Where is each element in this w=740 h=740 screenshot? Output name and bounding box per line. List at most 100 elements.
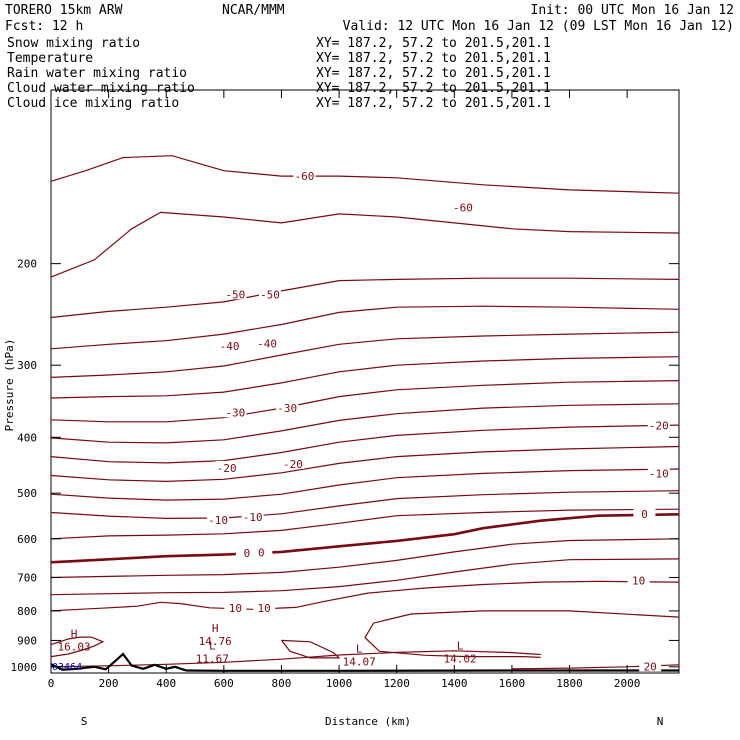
isotherm-line (50, 424, 680, 464)
x-end-right: N (657, 715, 664, 728)
isotherm-line (50, 380, 680, 423)
x-tick-label: 800 (272, 677, 292, 690)
extremum-kind: L (209, 640, 216, 653)
contour-label-bg (633, 506, 656, 519)
contour-label-bg (281, 456, 304, 469)
extremum-value: 11.67 (196, 653, 229, 666)
isotherm-line (50, 331, 680, 378)
isotherm-line (50, 508, 680, 540)
legend-xy: XY= 187.2, 57.2 to 201.5,201.1 (316, 96, 551, 111)
y-tick-label: 500 (17, 487, 37, 500)
contour-label-bg (224, 405, 247, 418)
contour-label: 10 (229, 602, 242, 615)
contour-label: -30 (225, 406, 245, 419)
legend-label: Rain water mixing ratio (7, 66, 187, 81)
isotherm-line (50, 580, 680, 612)
legend: Snow mixing ratio XY= 187.2, 57.2 to 201.… (7, 36, 551, 111)
isotherm-line (50, 356, 680, 399)
legend-label: Cloud water mixing ratio (7, 81, 195, 96)
valid-time: Valid: 12 UTC Mon 16 Jan 12 (09 LST Mon … (343, 19, 734, 34)
contour-label: 10 (632, 575, 645, 588)
contour-label-bg (224, 601, 247, 614)
contour-label-bg (647, 466, 670, 479)
extremum-kind: H (212, 622, 219, 635)
y-tick-label: 800 (17, 605, 37, 618)
contour-label: -60 (295, 170, 315, 183)
isotherms (50, 155, 680, 670)
contour-label-bg (250, 545, 273, 558)
contour-label-bg (207, 512, 230, 525)
isotherm-line (50, 490, 680, 520)
plot-frame (50, 89, 680, 674)
legend-label: Temperature (7, 51, 93, 66)
isotherm-line (50, 468, 680, 501)
extremum-kind: L (356, 642, 363, 655)
x-tick-label: 1200 (383, 677, 410, 690)
y-tick-label: 200 (17, 258, 37, 271)
contour-label: 0 (258, 547, 265, 560)
contour-label: -10 (649, 467, 669, 480)
y-tick-label: 700 (17, 571, 37, 584)
isotherm-line (50, 305, 680, 350)
axes: 0 200 400 600 800 1000 1200 1400 1600 1800 2000200… (11, 90, 679, 690)
extremum-value: 16.03 (57, 640, 90, 653)
x-tick-label: 2000 (614, 677, 641, 690)
y-tick-label: 900 (17, 634, 37, 647)
x-axis-label: Distance (km) (325, 715, 411, 728)
contour-labels: -60 -60 -50 -50 -40 -40 -30 -30 -20 -20 -20 -10 -10 -… (207, 169, 670, 673)
x-tick-label: 1400 (441, 677, 468, 690)
x-tick-label: 0 (48, 677, 55, 690)
isotherm-line (50, 650, 541, 668)
y-tick-label: 400 (17, 431, 37, 444)
contour-label-bg (256, 336, 279, 349)
contour-label: 10 (258, 602, 271, 615)
contour-label: -20 (649, 420, 669, 433)
isotherm-line (50, 211, 680, 278)
extremum-kind: H (71, 627, 78, 640)
x-tick-label: 400 (156, 677, 176, 690)
y-axis-label: Pressure (hPa) (3, 339, 16, 432)
legend-xy: XY= 187.2, 57.2 to 201.5,201.1 (316, 81, 551, 96)
isotherm-line (50, 538, 680, 579)
contour-label: -30 (277, 402, 297, 415)
contour-label: -40 (220, 340, 240, 353)
contour-label: 0 (244, 547, 251, 560)
x-tick-label: 600 (214, 677, 234, 690)
isotherm-line (50, 558, 680, 596)
contour-label: -40 (257, 337, 277, 350)
extremum-kind: L (457, 640, 464, 653)
y-tick-label: 600 (17, 533, 37, 546)
legend-xy: XY= 187.2, 57.2 to 201.5,201.1 (316, 36, 551, 51)
contour-label: -20 (283, 458, 303, 471)
contour-label: -50 (225, 288, 245, 301)
y-tick-label: 300 (17, 359, 37, 372)
isotherm-line (364, 610, 680, 658)
isotherm-line (281, 639, 341, 659)
extremum-value: 14.02 (444, 653, 477, 666)
contour-label: -50 (260, 288, 280, 301)
x-tick-label: 1000 (326, 677, 353, 690)
isotherm-line (50, 155, 680, 194)
center-title: NCAR/MMM (222, 3, 285, 18)
terrain-profile (50, 652, 679, 672)
contour-label-bg (241, 510, 264, 523)
contour-label-bg (627, 573, 650, 586)
y-tick-label: 1000 (11, 661, 38, 674)
forecast-hour: Fcst: 12 h (5, 19, 83, 34)
x-end-left: S (81, 715, 88, 728)
contour-label-bg (253, 600, 276, 613)
x-tick-label: 1600 (499, 677, 526, 690)
contour-label: 0 (641, 508, 648, 521)
legend-label: Snow mixing ratio (7, 36, 140, 51)
contour-label: 20 (644, 660, 657, 673)
extremum-value: 14.76 (199, 635, 232, 648)
contour-label-bg (647, 418, 670, 431)
contour-label-bg (215, 460, 238, 473)
legend-label: Cloud ice mixing ratio (7, 96, 179, 111)
station-label: 03464 (52, 662, 82, 673)
isotherm-line (50, 513, 680, 564)
contour-label: -20 (217, 462, 237, 475)
isotherm-line (50, 277, 680, 319)
contour-label: -10 (243, 511, 263, 524)
